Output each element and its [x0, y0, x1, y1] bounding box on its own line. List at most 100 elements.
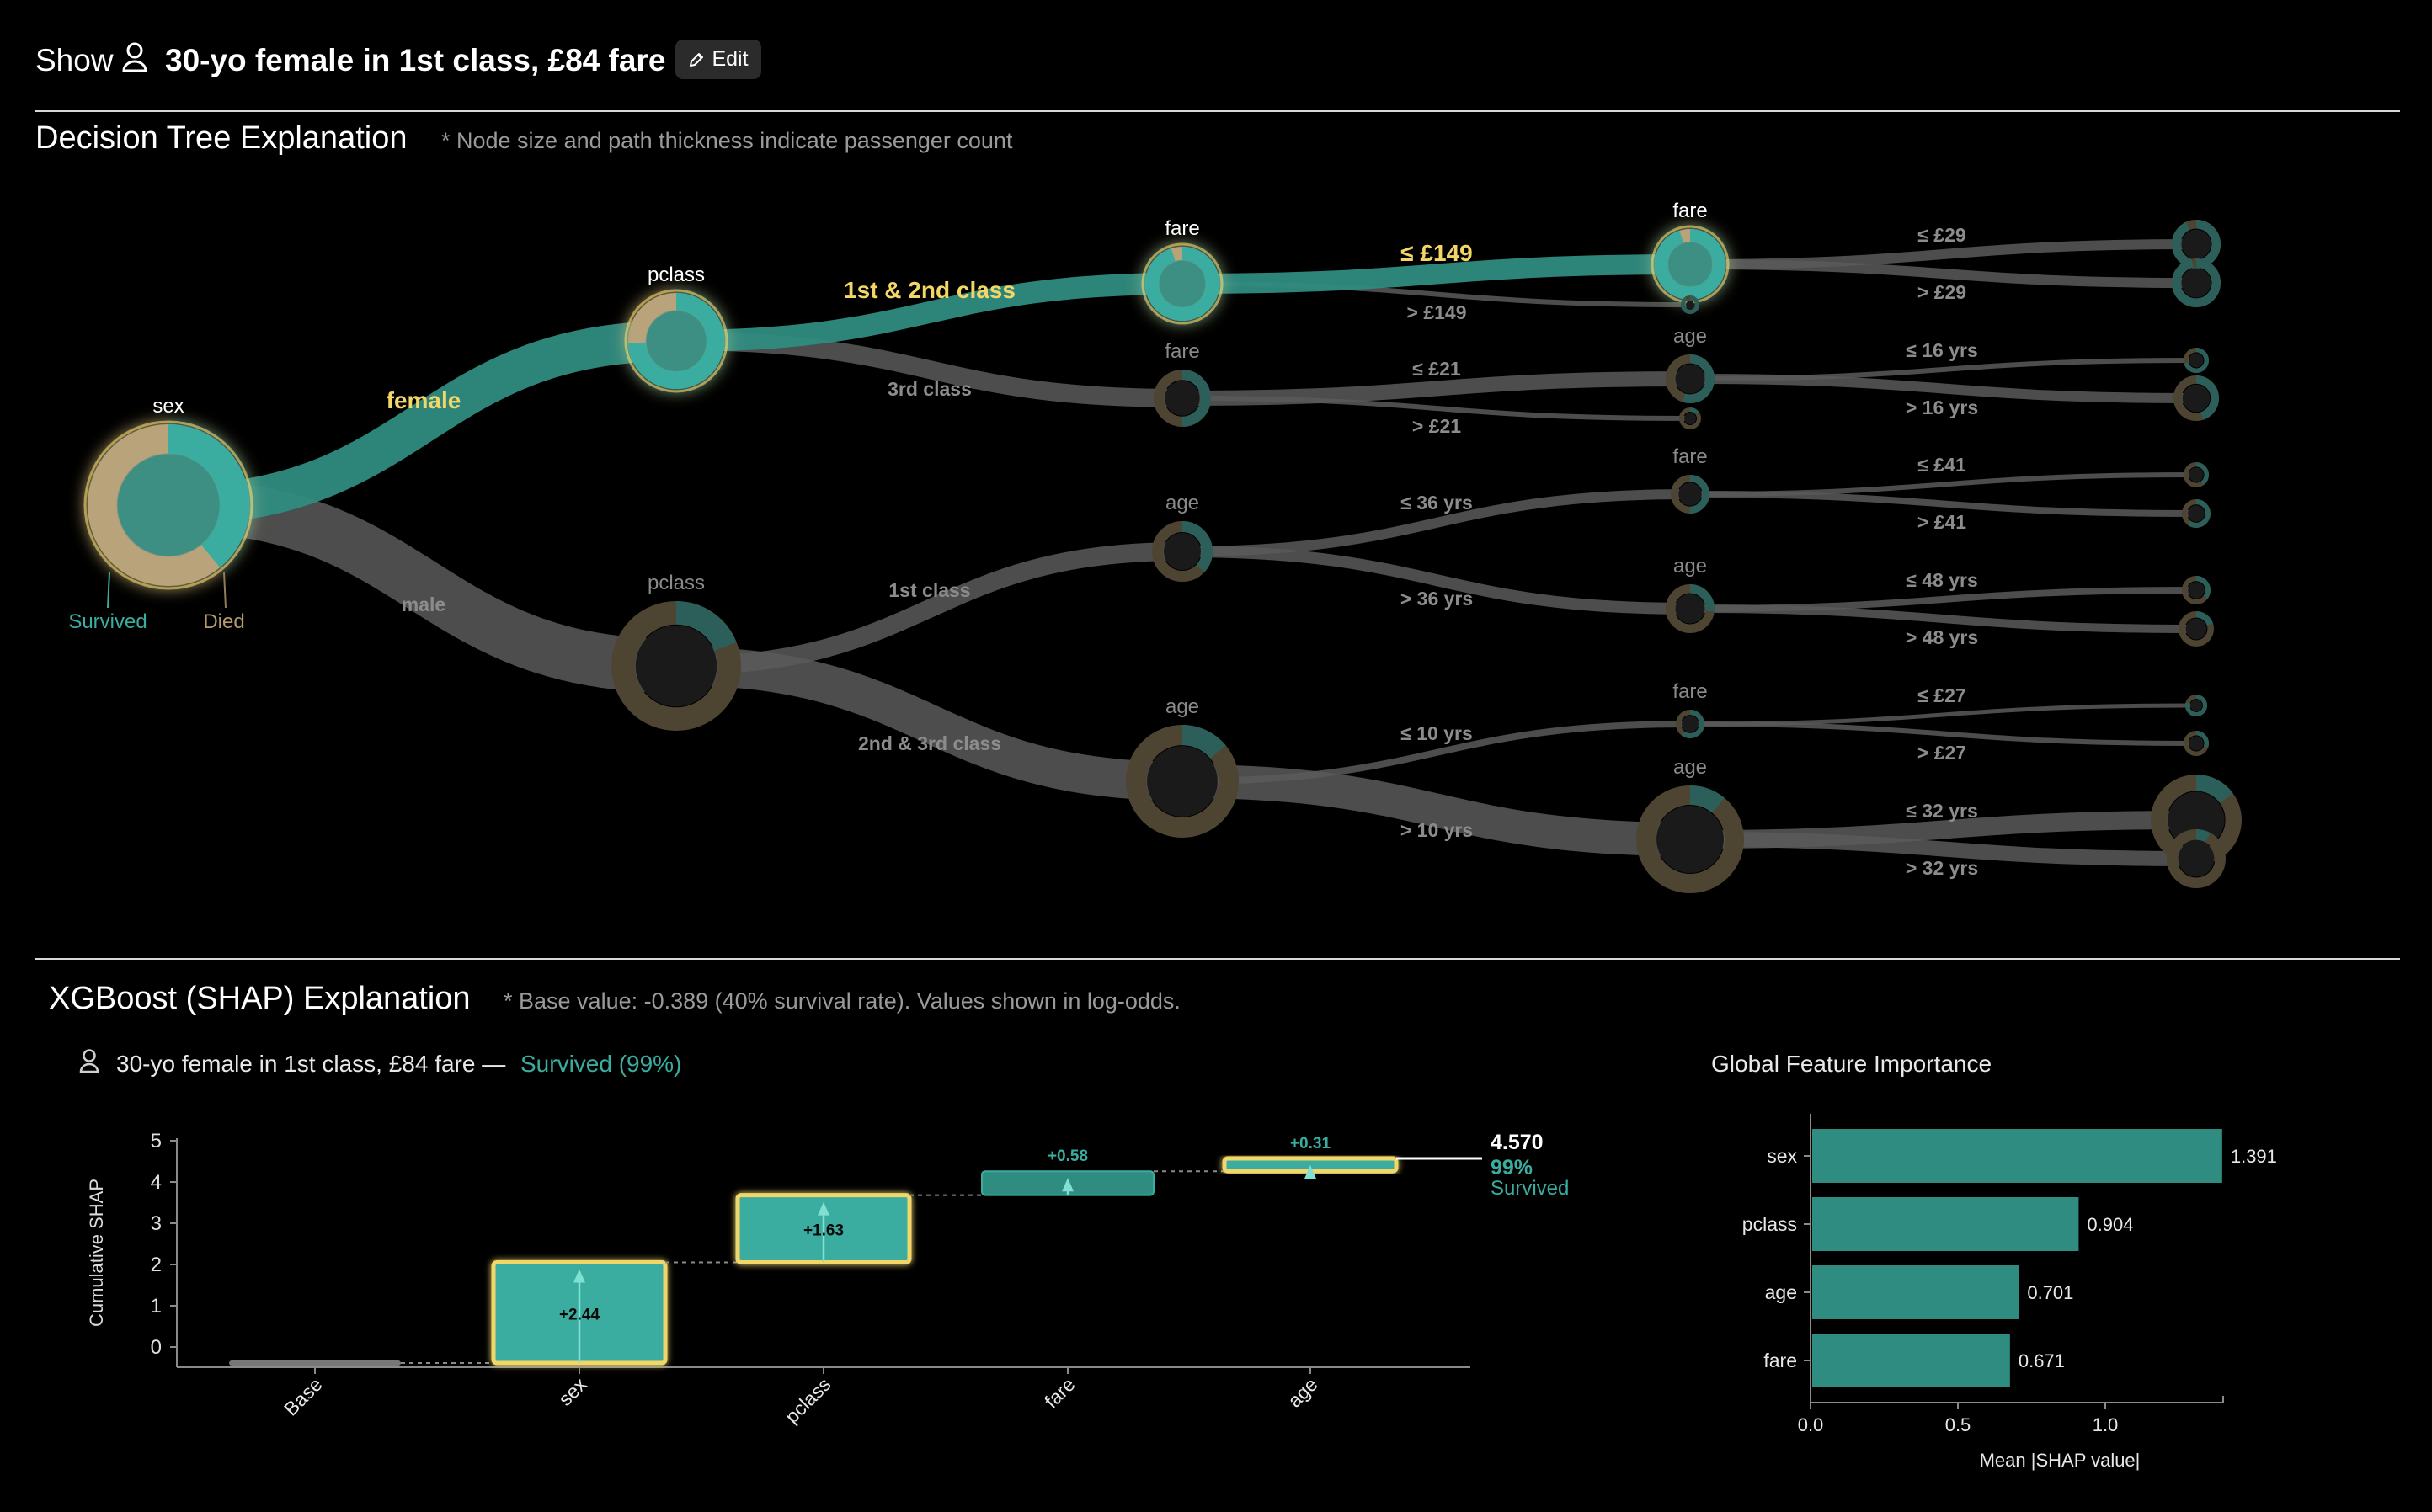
- tree-node-l10: [2183, 731, 2210, 757]
- waterfall-value-label: +2.44: [559, 1306, 600, 1323]
- tree-node-n14: [1636, 785, 1745, 894]
- tree-node-l1: [2171, 220, 2221, 269]
- tree-edge-l8: [1686, 604, 2200, 633]
- node-survived-ring: [2184, 462, 2210, 488]
- shap-section-title: XGBoost (SHAP) Explanation: [49, 981, 471, 1016]
- node-center: [1682, 716, 1699, 732]
- edge-label-l12: > 32 yrs: [1906, 857, 1978, 879]
- node-survived-ring: [2181, 575, 2211, 604]
- node-survived-ring: [2166, 828, 2226, 888]
- tree-edge-l12: [1683, 832, 2204, 866]
- person-icon: [122, 42, 147, 72]
- tree-node-n8: [1681, 295, 1699, 314]
- importance-bar-sex: [1812, 1129, 2222, 1183]
- node-center: [1675, 594, 1705, 624]
- node-center: [2181, 229, 2211, 259]
- node-center: [2189, 467, 2204, 482]
- tree-node-n7: [1651, 225, 1730, 304]
- node-survived-ring: [1151, 521, 1213, 583]
- node-survived-ring: [2150, 775, 2242, 866]
- tree-section-title: Decision Tree Explanation: [35, 120, 407, 156]
- importance-x-tick-label: 0.0: [1798, 1414, 1824, 1435]
- waterfall-chart: 0 1 2 3 4 5 Cumulative SHAP +2.44 +1.63 +0.58 +0.3…: [86, 1130, 1569, 1428]
- node-center: [2189, 736, 2204, 751]
- tree-edge-labels: sex pclass pclass fare fare age age fare age fare…: [152, 200, 1978, 879]
- node-center: [1668, 242, 1712, 286]
- tree-node-l7: [2181, 575, 2211, 604]
- legend-died: Died: [203, 610, 244, 633]
- tree-node-n11: [1671, 474, 1710, 514]
- y-tick-label: 2: [151, 1254, 162, 1276]
- x-tick-label: Base: [280, 1373, 326, 1419]
- importance-bar-pclass: [1812, 1197, 2079, 1251]
- node-survived-ring: [1675, 709, 1704, 738]
- importance-value-label: 0.671: [2019, 1350, 2065, 1371]
- tree-edge-l4: [1685, 374, 2201, 403]
- node-center: [2181, 268, 2211, 298]
- shap-passenger-line: 30-yo female in 1st class, £84 fare — Su…: [79, 1049, 681, 1077]
- waterfall-value-label: +0.31: [1290, 1135, 1331, 1153]
- importance-category-label: fare: [1763, 1350, 1797, 1371]
- edge-label-n4: 3rd class: [888, 378, 972, 400]
- edge-label-n1: female: [387, 387, 461, 413]
- node-survived-ring: [88, 423, 250, 587]
- edge-label-n5: 1st class: [888, 579, 970, 601]
- y-tick-label: 4: [151, 1171, 162, 1194]
- node-survived-ring: [611, 601, 741, 732]
- tree-node-l8: [2179, 610, 2215, 647]
- edge-label-l5: ≤ £41: [1917, 454, 1966, 476]
- importance-value-label: 0.904: [2087, 1214, 2133, 1235]
- tree-node-l2: [2171, 258, 2221, 308]
- shap-outcome: Survived (99%): [520, 1051, 681, 1077]
- x-tick-label: age: [1283, 1373, 1322, 1412]
- node-survived-ring: [2184, 348, 2210, 374]
- tree-node-n1: [624, 289, 728, 393]
- tree-edge-l6: [1687, 491, 2200, 517]
- node-feature-label: fare: [1165, 340, 1199, 363]
- node-center: [2182, 384, 2211, 413]
- edge-label-l6: > £41: [1917, 511, 1966, 533]
- node-feature-label: age: [1165, 492, 1199, 514]
- node-feature-label: fare: [1672, 680, 1707, 703]
- edge-label-l1: ≤ £29: [1917, 224, 1965, 246]
- importance-bar-age: [1812, 1265, 2019, 1319]
- tree-node-n13: [1675, 709, 1705, 738]
- node-feature-label: sex: [152, 395, 184, 418]
- node-survived-ring: [1671, 474, 1710, 514]
- tree-edge-n1: [148, 321, 696, 525]
- edge-label-n9: ≤ £21: [1412, 358, 1461, 380]
- node-halo: [624, 289, 728, 393]
- y-tick-label: 1: [151, 1295, 162, 1318]
- importance-bar-fare: [1812, 1334, 2010, 1387]
- node-center: [2189, 353, 2204, 368]
- passenger-selection[interactable]: 30-yo female in 1st class, £84 fare: [165, 43, 665, 77]
- final-value: 4.570: [1491, 1131, 1544, 1154]
- node-feature-label: pclass: [648, 572, 705, 594]
- pencil-icon: [690, 52, 704, 67]
- importance-value-label: 1.391: [2231, 1146, 2277, 1167]
- node-center: [1656, 806, 1724, 873]
- shap-passenger-label: 30-yo female in 1st class, £84 fare —: [116, 1051, 505, 1077]
- node-center: [2188, 582, 2205, 599]
- edge-label-n8: > £149: [1407, 301, 1467, 323]
- edge-label-l10: > £27: [1917, 742, 1966, 764]
- legend-survived: Survived: [68, 610, 147, 633]
- node-survived-ring: [1144, 246, 1219, 321]
- waterfall-value-label: +1.63: [803, 1222, 844, 1240]
- importance-category-label: sex: [1767, 1145, 1797, 1167]
- edge-label-l2: > £29: [1917, 281, 1966, 303]
- node-survived-ring: [2173, 375, 2219, 421]
- y-tick-label: 3: [151, 1212, 162, 1235]
- edge-label-l9: ≤ £27: [1917, 684, 1965, 706]
- node-center: [1147, 746, 1218, 817]
- show-label: Show: [35, 43, 114, 77]
- importance-chart: sex 1.391 pclass 0.904 age 0.701 fare 0.671 0.0 0…: [1742, 1114, 2277, 1471]
- person-icon: [79, 1049, 99, 1073]
- edge-label-l4: > 16 yrs: [1906, 397, 1978, 418]
- edit-button[interactable]: Edit: [675, 40, 761, 79]
- node-center: [1678, 482, 1702, 506]
- node-center: [1165, 381, 1200, 416]
- final-probability: 99%: [1491, 1156, 1533, 1179]
- x-tick-label: fare: [1040, 1373, 1079, 1412]
- node-survived-ring: [1125, 724, 1239, 838]
